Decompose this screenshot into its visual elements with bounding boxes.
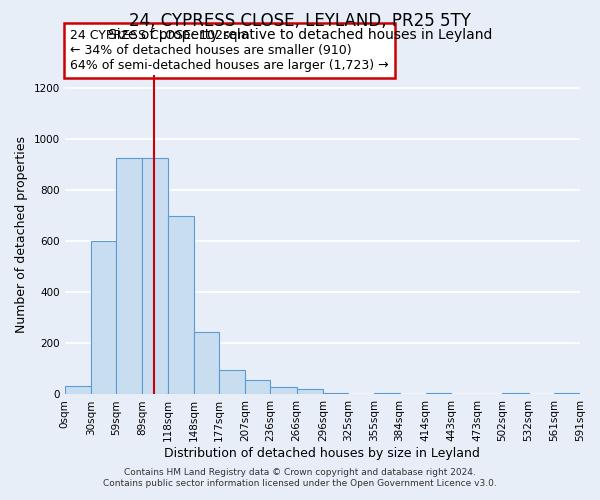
Bar xyxy=(194,332,219,394)
Bar xyxy=(425,393,451,394)
Text: 24 CYPRESS CLOSE: 102sqm
← 34% of detached houses are smaller (910)
64% of semi-: 24 CYPRESS CLOSE: 102sqm ← 34% of detach… xyxy=(70,29,388,72)
Bar xyxy=(65,386,91,394)
Bar xyxy=(271,387,296,394)
Y-axis label: Number of detached properties: Number of detached properties xyxy=(15,136,28,333)
Bar xyxy=(554,393,580,394)
Bar xyxy=(374,393,400,394)
Bar xyxy=(142,158,167,394)
Bar xyxy=(245,380,271,394)
Bar xyxy=(91,241,116,394)
Bar xyxy=(323,393,348,394)
Text: 24, CYPRESS CLOSE, LEYLAND, PR25 5TY: 24, CYPRESS CLOSE, LEYLAND, PR25 5TY xyxy=(129,12,471,30)
Bar xyxy=(116,158,142,394)
Bar xyxy=(167,216,194,394)
Bar xyxy=(296,390,323,394)
Text: Size of property relative to detached houses in Leyland: Size of property relative to detached ho… xyxy=(108,28,492,42)
Text: Contains HM Land Registry data © Crown copyright and database right 2024.
Contai: Contains HM Land Registry data © Crown c… xyxy=(103,468,497,487)
Bar xyxy=(502,393,529,394)
Bar xyxy=(219,370,245,394)
X-axis label: Distribution of detached houses by size in Leyland: Distribution of detached houses by size … xyxy=(164,447,480,460)
